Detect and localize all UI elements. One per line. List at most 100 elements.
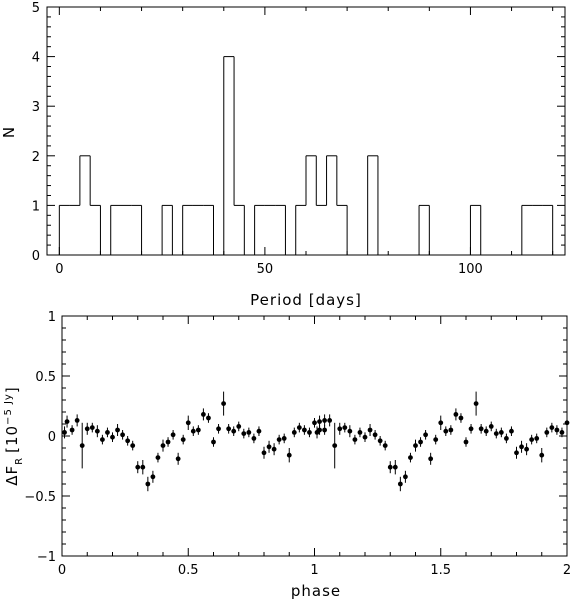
phase-data-point	[180, 434, 186, 445]
phase-data-point	[559, 427, 565, 438]
phase-data-point	[201, 408, 206, 421]
phase-data-point	[84, 422, 90, 435]
histogram-ticks: 0 50 100 0 1 2 3 4 5	[32, 1, 565, 277]
phase-data-point	[115, 424, 120, 436]
histogram-x-tick-label: 50	[257, 262, 274, 277]
phase-data-point	[428, 452, 434, 465]
phase-data-point	[211, 437, 216, 447]
histogram-bin	[469, 204, 482, 255]
phase-data-point	[125, 436, 131, 446]
y-title-bracket-open: [	[3, 446, 21, 453]
phase-data-point	[296, 422, 302, 433]
histogram-bin	[58, 204, 70, 255]
phase-data-point	[307, 427, 312, 438]
phase-data-point	[165, 437, 171, 447]
y-title-subscript: R	[14, 457, 25, 465]
phase-data-point	[150, 470, 156, 483]
histogram-x-tick-label: 100	[458, 262, 483, 277]
phase-data-point	[155, 452, 161, 463]
phase-data-point	[468, 424, 474, 434]
histogram-bin	[542, 204, 554, 255]
y-title-bracket-close: ]	[3, 386, 21, 393]
phase-data-point	[231, 426, 237, 436]
phase-data-point	[206, 413, 211, 423]
phase-data-point	[519, 440, 524, 453]
histogram-y-tick-label: 3	[32, 100, 40, 115]
phase-x-tick-label: 0.5	[178, 563, 199, 578]
phase-data-point	[291, 427, 297, 438]
phase-data-point	[221, 391, 227, 416]
histogram-y-axis-title: N	[0, 126, 18, 138]
phase-y-tick-label: 1	[48, 310, 56, 325]
phase-data-point	[377, 436, 383, 446]
phase-data-point	[342, 422, 348, 433]
phase-data-point	[322, 425, 327, 435]
phase-data-point	[145, 476, 151, 492]
phase-plot-ticks: 0 0.5 1 1.5 2 −1 −0.5 0 0.5 1	[24, 310, 571, 578]
svg-text:ΔFR[10−5 Jy]: ΔFR [10−5 Jy]	[3, 386, 25, 485]
phase-data-point	[256, 426, 262, 436]
histogram-x-axis-title: Period [days]	[250, 291, 362, 309]
phase-data-point	[534, 433, 540, 444]
histogram-y-tick-label: 2	[32, 150, 40, 165]
phase-data-point	[514, 446, 519, 459]
phase-data-point	[493, 428, 499, 439]
phase-data-point	[120, 430, 125, 440]
phase-data-point	[544, 427, 550, 438]
phase-data-point	[110, 432, 115, 442]
phase-data-point	[160, 439, 166, 452]
phase-data-point	[175, 452, 181, 465]
phase-data-point	[89, 422, 95, 433]
phase-data-point	[483, 426, 489, 436]
phase-data-point	[463, 437, 469, 447]
phase-data-point	[64, 415, 70, 428]
phase-data-point	[105, 427, 110, 438]
phase-y-axis-title: ΔFR [10−5 Jy]	[3, 386, 25, 485]
histogram-bin	[161, 204, 173, 255]
phase-data-point	[498, 427, 504, 438]
histogram-bin	[182, 204, 193, 255]
phase-data-point	[478, 424, 484, 434]
histogram-x-tick-label: 0	[55, 262, 63, 277]
histogram-y-tick-label: 1	[32, 199, 40, 214]
histogram-bin	[110, 204, 121, 255]
phase-plot-points	[62, 391, 570, 492]
phase-y-tick-label: 0	[48, 430, 56, 445]
phase-data-point	[352, 434, 358, 445]
phase-x-tick-label: 1	[310, 563, 318, 578]
phase-data-point	[241, 428, 247, 439]
phase-data-point	[69, 425, 75, 435]
phase-data-point	[332, 422, 338, 469]
phase-data-point	[314, 426, 320, 439]
phase-data-point	[448, 425, 454, 435]
phase-plot-frame	[61, 315, 568, 557]
phase-data-point	[408, 452, 413, 463]
histogram-bin	[223, 56, 235, 255]
phase-data-point	[382, 440, 388, 451]
histogram-y-tick-label: 0	[32, 249, 40, 264]
phase-data-point	[423, 430, 428, 440]
phase-data-point	[276, 434, 282, 445]
phase-data-point	[327, 414, 333, 427]
phase-data-point	[453, 408, 459, 421]
phase-y-tick-label: 0.5	[35, 370, 56, 385]
phase-data-point	[504, 433, 509, 444]
histogram-bin	[336, 155, 348, 255]
phase-data-point	[458, 413, 464, 423]
phase-panel: 0 0.5 1 1.5 2 −1 −0.5 0 0.5 1 phase ΔFR [10−5 Jy]	[3, 310, 571, 600]
phase-data-point	[62, 426, 67, 439]
histogram-bin	[295, 204, 306, 255]
phase-data-point	[413, 439, 418, 452]
phase-data-point	[372, 430, 378, 440]
phase-data-point	[130, 440, 136, 451]
phase-data-point	[387, 461, 393, 474]
phase-y-tick-label: −0.5	[24, 490, 56, 505]
phase-data-point	[140, 460, 146, 475]
phase-data-point	[170, 430, 176, 440]
phase-x-tick-label: 0	[58, 563, 66, 578]
phase-data-point	[286, 448, 292, 463]
phase-data-point	[509, 426, 514, 436]
phase-data-point	[79, 422, 85, 469]
phase-data-point	[195, 425, 201, 435]
histogram-y-tick-label: 5	[32, 1, 40, 16]
